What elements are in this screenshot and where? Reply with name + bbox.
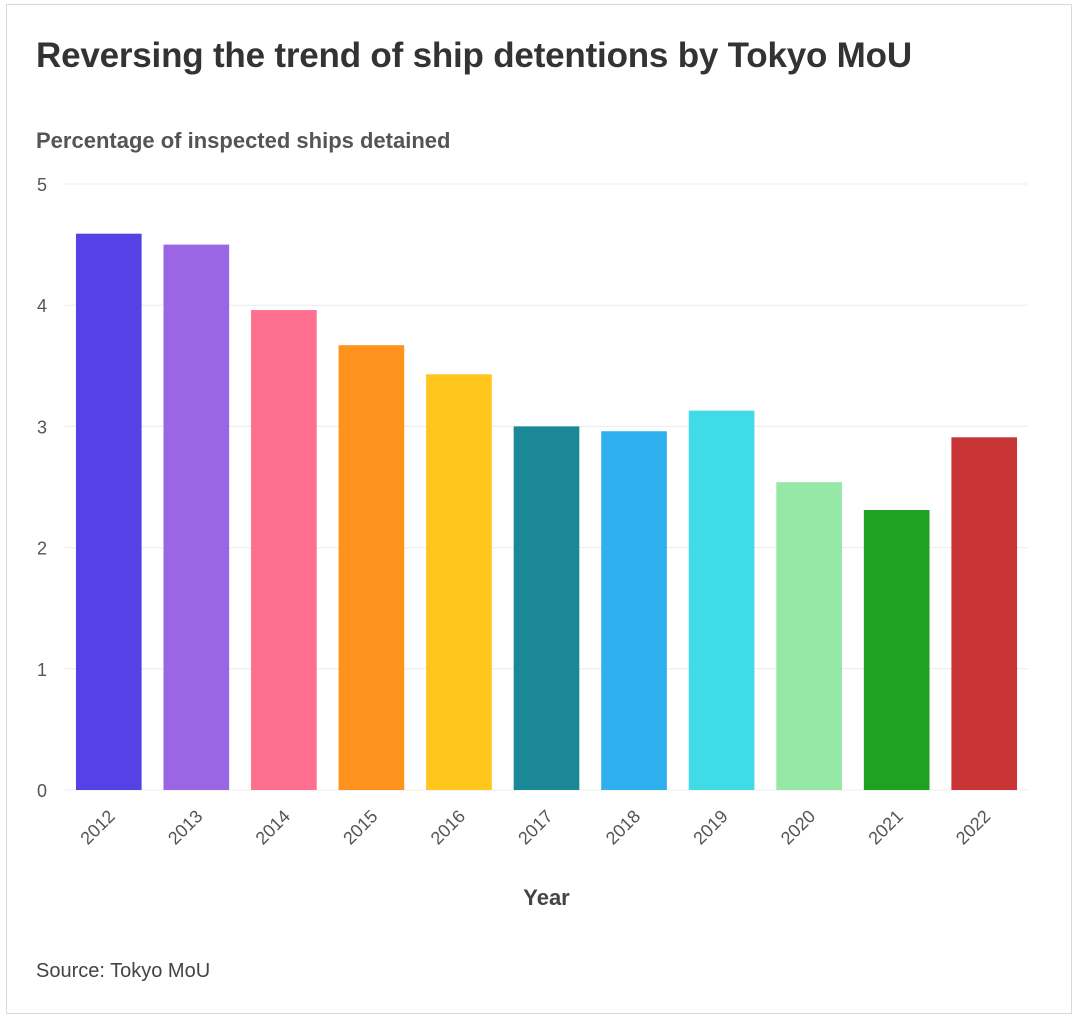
x-tick-label: 2021 — [864, 806, 906, 848]
y-tick-label: 5 — [37, 175, 47, 195]
chart-title: Reversing the trend of ship detentions b… — [36, 36, 912, 75]
x-tick-label: 2016 — [427, 806, 469, 848]
y-axis-title: Percentage of inspected ships detained — [36, 128, 451, 153]
x-tick-label: 2022 — [952, 806, 994, 848]
bars — [75, 233, 1018, 791]
x-tick-label: 2015 — [339, 806, 381, 848]
bar-2022[interactable] — [951, 437, 1018, 790]
bar-2019[interactable] — [688, 410, 755, 790]
y-tick-label: 0 — [37, 781, 47, 801]
x-axis-title: Year — [523, 885, 570, 910]
bar-2021[interactable] — [863, 510, 930, 790]
bar-2012[interactable] — [75, 233, 142, 790]
y-tick-label: 4 — [37, 296, 47, 316]
source-note: Source: Tokyo MoU — [36, 960, 211, 982]
x-tick-label: 2013 — [164, 806, 206, 848]
bar-2020[interactable] — [776, 482, 842, 790]
y-tick-label: 2 — [37, 539, 47, 559]
x-tick-label: 2018 — [602, 806, 644, 848]
x-tick-label: 2017 — [514, 806, 556, 848]
x-axis-ticks: 2012 2013 2014 2015 2016 2017 2018 2019 2020 2021… — [77, 806, 995, 848]
x-tick-label: 2012 — [77, 806, 119, 848]
y-tick-label: 1 — [37, 660, 47, 680]
bar-2017[interactable] — [513, 426, 580, 790]
x-tick-label: 2020 — [777, 806, 819, 848]
x-tick-label: 2014 — [252, 806, 294, 848]
x-tick-label: 2019 — [689, 806, 731, 848]
bar-2015[interactable] — [338, 345, 405, 790]
y-tick-label: 3 — [37, 417, 47, 437]
bar-2014[interactable] — [251, 310, 317, 790]
bar-2016[interactable] — [426, 374, 492, 790]
bar-2013[interactable] — [163, 244, 230, 791]
bar-2018[interactable] — [601, 431, 667, 790]
y-axis-ticks: 0 1 2 3 4 5 — [37, 175, 47, 801]
